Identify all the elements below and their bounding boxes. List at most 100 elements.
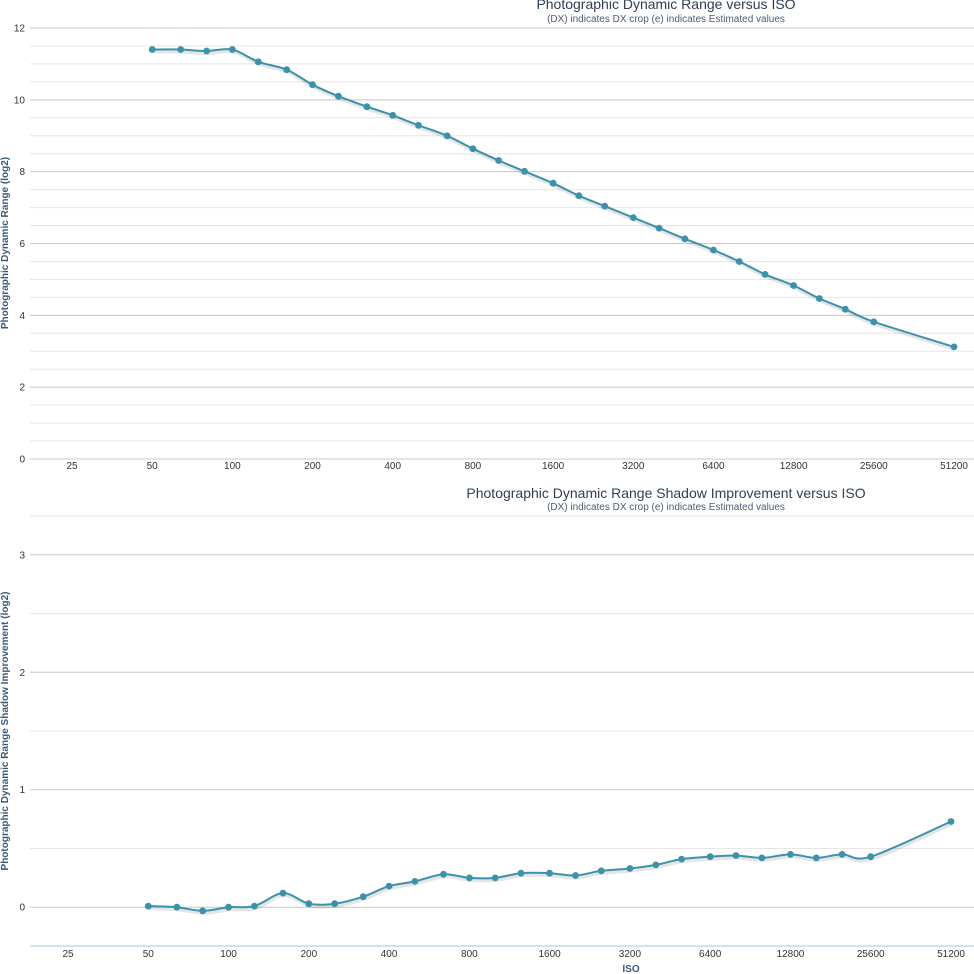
data-point[interactable] xyxy=(732,852,740,859)
data-point[interactable] xyxy=(495,157,503,164)
data-point[interactable] xyxy=(335,92,342,100)
data-point[interactable] xyxy=(575,192,583,200)
data-point[interactable] xyxy=(838,851,846,858)
chart1-x-ticks: 25 50 100 200 400 800 1600 3200 6400 12800 25600 51… xyxy=(66,461,968,472)
x-tick-label: 100 xyxy=(224,461,241,472)
data-point[interactable] xyxy=(148,46,156,53)
data-point[interactable] xyxy=(359,893,367,901)
data-point[interactable] xyxy=(199,907,207,915)
data-point[interactable] xyxy=(787,851,794,858)
x-tick-label: 50 xyxy=(143,949,155,960)
data-point[interactable] xyxy=(283,66,291,74)
y-tick-label: 10 xyxy=(14,95,26,106)
data-point[interactable] xyxy=(279,889,287,897)
x-tick-label: 3200 xyxy=(619,949,642,960)
x-tick-label: 400 xyxy=(384,461,401,472)
series-line xyxy=(148,820,952,912)
data-point[interactable] xyxy=(706,853,714,861)
y-tick-label: 6 xyxy=(19,239,25,250)
y-tick-label: 3 xyxy=(19,550,25,561)
data-point[interactable] xyxy=(254,58,262,66)
data-point[interactable] xyxy=(144,902,152,910)
y-tick-label: 2 xyxy=(19,383,25,394)
x-tick-label: 100 xyxy=(220,949,237,960)
data-point[interactable] xyxy=(678,855,685,863)
data-point[interactable] xyxy=(761,271,769,278)
data-point[interactable] xyxy=(443,132,451,140)
data-point[interactable] xyxy=(950,343,958,351)
chart2-y-ticks: 0 1 2 3 xyxy=(19,550,25,913)
x-tick-label: 6400 xyxy=(702,461,725,472)
data-point[interactable] xyxy=(517,869,525,877)
x-tick-label: 6400 xyxy=(699,949,722,960)
data-point[interactable] xyxy=(415,121,422,129)
x-tick-label: 51200 xyxy=(940,461,968,472)
data-point[interactable] xyxy=(812,854,820,862)
chart1-title: Photographic Dynamic Range versus ISO xyxy=(536,0,795,12)
data-point[interactable] xyxy=(572,872,579,879)
data-point[interactable] xyxy=(385,882,393,890)
data-point[interactable] xyxy=(655,224,663,232)
data-point[interactable] xyxy=(389,111,397,119)
y-tick-label: 8 xyxy=(19,167,25,178)
data-point[interactable] xyxy=(491,874,499,882)
data-point[interactable] xyxy=(305,900,313,908)
chart2-title: Photographic Dynamic Range Shadow Improv… xyxy=(466,485,865,501)
chart2-y-axis-title: Photographic Dynamic Range Shadow Improv… xyxy=(0,592,11,871)
data-point[interactable] xyxy=(549,179,557,187)
y-tick-label: 12 xyxy=(14,24,26,35)
data-point[interactable] xyxy=(331,900,339,908)
data-point[interactable] xyxy=(947,818,955,825)
data-point[interactable] xyxy=(790,282,797,289)
chart1-y-axis-title: Photographic Dynamic Range (log2) xyxy=(0,157,11,329)
x-tick-label: 800 xyxy=(465,461,482,472)
data-point[interactable] xyxy=(629,214,637,222)
data-point[interactable] xyxy=(203,47,211,55)
data-point[interactable] xyxy=(411,878,419,885)
x-tick-label: 800 xyxy=(461,949,478,960)
data-point[interactable] xyxy=(440,870,447,878)
chart-dynamic-range: Photographic Dynamic Range versus ISO (D… xyxy=(0,0,974,472)
data-point[interactable] xyxy=(710,246,717,254)
data-point[interactable] xyxy=(251,902,258,910)
data-point[interactable] xyxy=(177,46,185,53)
data-point[interactable] xyxy=(735,258,743,265)
data-point[interactable] xyxy=(597,867,605,875)
data-point[interactable] xyxy=(225,903,232,911)
y-tick-label: 2 xyxy=(19,668,25,679)
chart2-grid xyxy=(30,515,974,947)
data-point[interactable] xyxy=(229,46,236,53)
y-tick-label: 4 xyxy=(19,311,25,322)
chart1-grid xyxy=(30,27,974,460)
data-point[interactable] xyxy=(363,103,371,111)
data-point[interactable] xyxy=(870,318,878,326)
data-point[interactable] xyxy=(546,869,553,877)
data-point[interactable] xyxy=(652,861,660,869)
chart2-series xyxy=(144,818,955,915)
data-point[interactable] xyxy=(173,903,181,911)
data-point[interactable] xyxy=(521,167,528,175)
data-point[interactable] xyxy=(309,81,316,89)
series-line xyxy=(152,48,955,348)
data-point[interactable] xyxy=(816,295,823,302)
chart2-x-axis-title: ISO xyxy=(622,964,639,974)
data-point[interactable] xyxy=(601,202,609,210)
data-point[interactable] xyxy=(681,235,689,243)
x-tick-label: 25600 xyxy=(860,461,888,472)
data-point[interactable] xyxy=(841,305,849,313)
x-tick-label: 3200 xyxy=(622,461,645,472)
data-point[interactable] xyxy=(469,145,477,153)
x-tick-label: 51200 xyxy=(937,949,965,960)
data-point[interactable] xyxy=(867,853,875,861)
data-point[interactable] xyxy=(466,874,473,882)
data-point[interactable] xyxy=(626,865,634,872)
x-tick-label: 12800 xyxy=(780,461,808,472)
x-tick-label: 1600 xyxy=(542,461,565,472)
x-tick-label: 400 xyxy=(381,949,398,960)
x-tick-label: 12800 xyxy=(777,949,805,960)
chart2-x-ticks: 25 50 100 200 400 800 1600 3200 6400 12800 25600 51… xyxy=(62,949,965,960)
data-point[interactable] xyxy=(758,854,766,862)
chart1-subtitle: (DX) indicates DX crop (e) indicates Est… xyxy=(547,14,785,25)
x-tick-label: 25 xyxy=(62,949,74,960)
